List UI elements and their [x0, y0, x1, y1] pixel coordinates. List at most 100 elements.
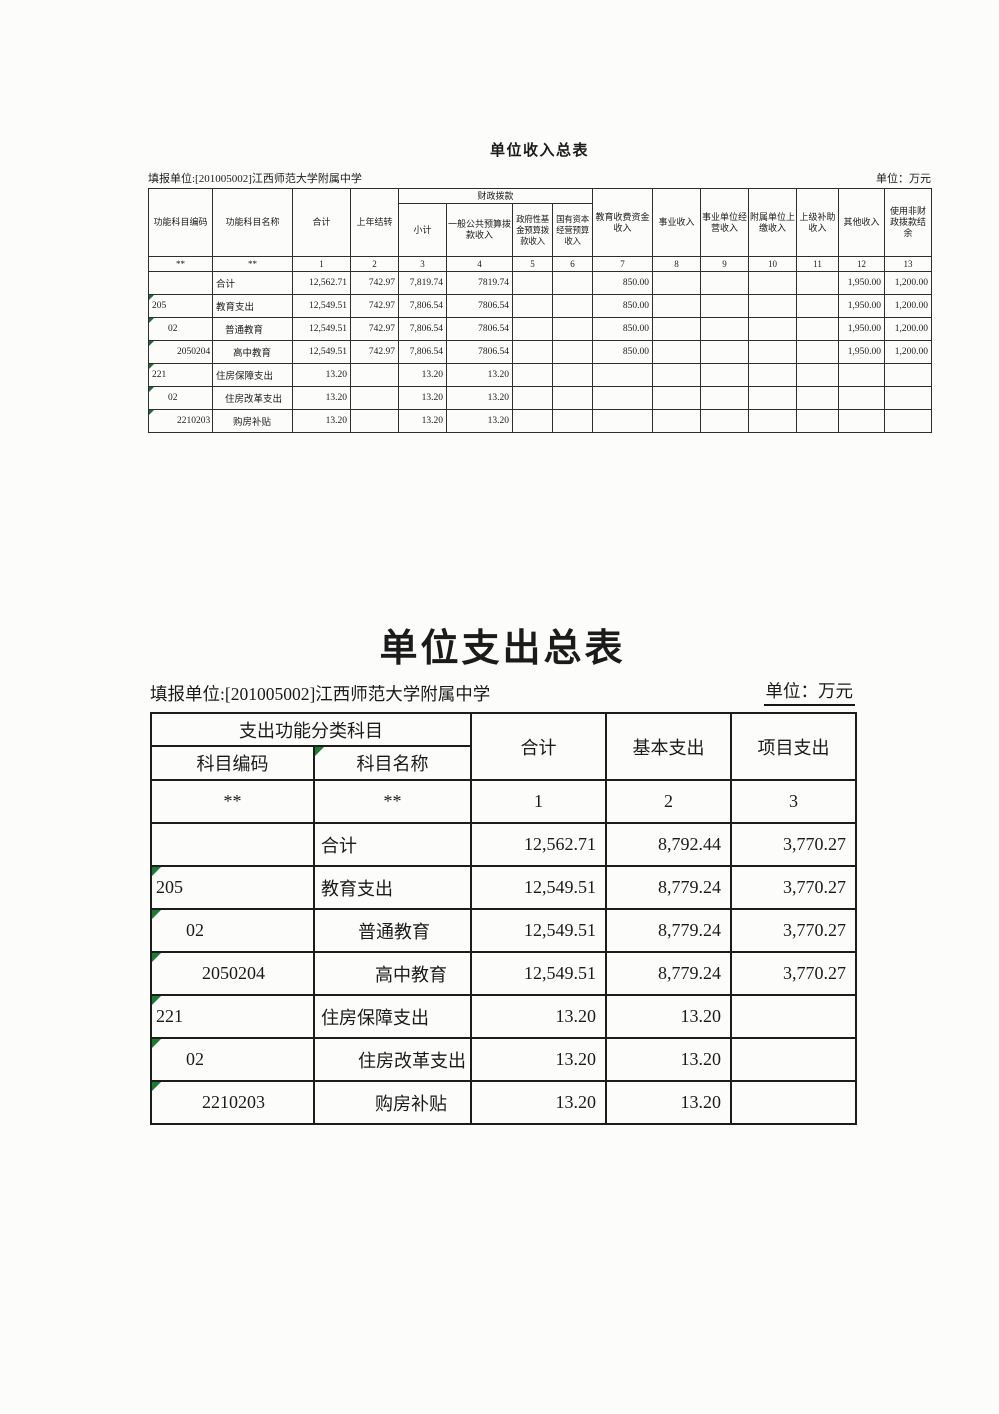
row-value: 12,549.51 — [292, 317, 351, 341]
table-row: 02 普通教育 12,549.51 742.97 7,806.54 7806.54 850.… — [148, 317, 933, 341]
header-general-budget: 一般公共预算拨款收入 — [446, 203, 513, 257]
table-row: 2210203 购房补贴 13.20 13.20 13.20 — [148, 409, 933, 433]
column-number: ** — [150, 779, 315, 824]
row-value: 7,806.54 — [398, 317, 447, 341]
row-value — [730, 1080, 857, 1125]
expenditure-table: 支出功能分类科目 合计 基本支出 项目支出 科目编码 科目名称 ** ** 1 2 3 … — [150, 712, 857, 1125]
income-header-row-2: 小计 一般公共预算拨款收入 政府性基金预算拨款收入 国有资本经营预算收入 — [149, 203, 932, 257]
row-value: 7,819.74 — [398, 271, 447, 295]
row-value — [551, 294, 594, 318]
expenditure-table-title: 单位支出总表 — [379, 628, 626, 670]
income-column-number-row: ** ** 1 2 3 4 5 6 7 8 9 10 11 12 13 — [148, 256, 933, 272]
column-number: 10 — [748, 256, 798, 272]
row-value — [748, 271, 798, 295]
column-number: 1 — [292, 256, 351, 272]
row-value — [551, 363, 594, 387]
row-value — [748, 317, 798, 341]
row-value: 1,200.00 — [884, 340, 933, 364]
row-value: 7,806.54 — [398, 294, 447, 318]
header-other-income: 其他收入 — [838, 188, 886, 257]
row-code: 205 — [150, 865, 315, 910]
column-number: 4 — [446, 256, 513, 272]
table-row: 合计 12,562.71 8,792.44 3,770.27 — [150, 822, 857, 867]
row-value: 742.97 — [350, 271, 399, 295]
row-name: 普通教育 — [313, 908, 472, 953]
header-subject-name: 科目名称 — [313, 745, 472, 781]
expenditure-header-row-1: 支出功能分类科目 合计 基本支出 项目支出 — [150, 712, 857, 781]
table-row: 02 住房改革支出 13.20 13.20 13.20 — [148, 386, 933, 410]
row-code: 2210203 — [148, 409, 213, 433]
row-value — [652, 317, 702, 341]
row-value — [592, 409, 654, 433]
row-code: 205 — [148, 294, 213, 318]
expenditure-header-row-2: 科目编码 科目名称 — [150, 745, 856, 781]
header-expense-func-group: 支出功能分类科目 — [150, 712, 472, 747]
row-code: 2050204 — [148, 340, 213, 364]
row-value — [512, 340, 553, 364]
column-number: 13 — [884, 256, 933, 272]
row-value: 12,549.51 — [470, 951, 607, 996]
row-value: 1,950.00 — [838, 271, 886, 295]
table-row: 02 住房改革支出 13.20 13.20 — [150, 1037, 857, 1082]
row-value: 13.20 — [605, 1080, 732, 1125]
row-value — [700, 409, 750, 433]
row-code — [150, 822, 315, 867]
expenditure-summary-section: 单位支出总表 填报单位:[201005002]江西师范大学附属中学 单位：万元 … — [150, 626, 857, 1125]
row-value: 12,549.51 — [292, 294, 351, 318]
row-value: 850.00 — [592, 340, 654, 364]
row-code — [148, 271, 213, 295]
row-value — [512, 386, 553, 410]
column-number: 1 — [470, 779, 607, 824]
row-value: 13.20 — [605, 1037, 732, 1082]
row-value: 12,549.51 — [470, 908, 607, 953]
row-code: 02 — [150, 908, 315, 953]
row-value — [730, 994, 857, 1039]
row-value — [796, 363, 840, 387]
row-value — [652, 271, 702, 295]
column-number: ** — [148, 256, 213, 272]
row-value — [652, 386, 702, 410]
row-value: 7806.54 — [446, 317, 513, 341]
row-value: 1,950.00 — [838, 317, 886, 341]
expenditure-unit-note: 单位：万元 — [763, 680, 855, 706]
row-value — [652, 340, 702, 364]
row-value: 3,770.27 — [730, 951, 857, 996]
row-name: 住房改革支出 — [313, 1037, 472, 1082]
row-value — [512, 317, 553, 341]
row-value: 8,779.24 — [605, 951, 732, 996]
row-value: 3,770.27 — [730, 822, 857, 867]
row-value: 12,549.51 — [470, 865, 607, 910]
row-value: 7,806.54 — [398, 340, 447, 364]
row-code: 221 — [148, 363, 213, 387]
row-value: 1,950.00 — [838, 340, 886, 364]
row-value — [551, 386, 594, 410]
header-fiscal-group: 财政拨款 — [397, 188, 594, 204]
header-basic-expense: 基本支出 — [605, 712, 732, 781]
row-value: 7819.74 — [446, 271, 513, 295]
row-name: 普通教育 — [212, 317, 293, 341]
row-value: 13.20 — [398, 386, 447, 410]
header-expense-total: 合计 — [470, 712, 607, 781]
row-value — [700, 271, 750, 295]
row-value: 8,792.44 — [605, 822, 732, 867]
expenditure-reporting-unit: 填报单位:[201005002]江西师范大学附属中学 — [150, 684, 491, 704]
row-value — [796, 386, 840, 410]
header-state-capital: 国有资本经营预算收入 — [551, 203, 594, 257]
row-value: 1,200.00 — [884, 271, 933, 295]
row-value: 3,770.27 — [730, 908, 857, 953]
row-value — [592, 363, 654, 387]
table-row: 02 普通教育 12,549.51 8,779.24 3,770.27 — [150, 908, 857, 953]
table-row: 221 住房保障支出 13.20 13.20 13.20 — [148, 363, 933, 387]
row-value — [796, 409, 840, 433]
row-value — [700, 386, 750, 410]
column-number: 3 — [730, 779, 857, 824]
row-value: 13.20 — [446, 386, 513, 410]
table-row: 2050204 高中教育 12,549.51 8,779.24 3,770.27 — [150, 951, 857, 996]
row-value — [796, 271, 840, 295]
income-table: 功能科目编码 功能科目名称 合计 上年结转 财政拨款 教育收费资金收入 事业收入… — [148, 188, 933, 433]
column-number: 9 — [700, 256, 750, 272]
row-value — [748, 386, 798, 410]
expenditure-column-number-row: ** ** 1 2 3 — [150, 779, 857, 824]
row-value: 742.97 — [350, 294, 399, 318]
column-number: ** — [313, 779, 472, 824]
